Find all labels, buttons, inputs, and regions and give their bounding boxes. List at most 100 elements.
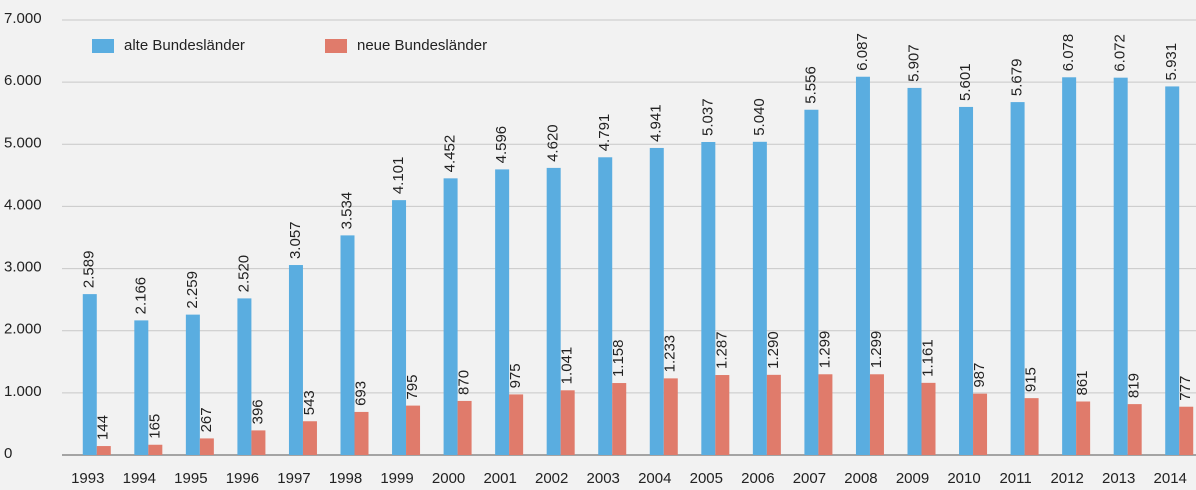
- bar: [1113, 77, 1128, 455]
- bar: [560, 390, 575, 455]
- bar: [1165, 86, 1180, 455]
- bar: [907, 87, 922, 455]
- value-label: 5.931: [1163, 43, 1180, 81]
- y-tick-label: 5.000: [4, 134, 42, 151]
- x-tick-label: 2001: [483, 470, 516, 487]
- y-tick-label: 1.000: [4, 383, 42, 400]
- bar: [1127, 404, 1142, 455]
- bar: [199, 438, 214, 455]
- bar: [701, 141, 716, 455]
- value-label: 6.087: [854, 33, 871, 71]
- value-label: 2.259: [184, 271, 201, 309]
- value-label: 4.101: [390, 157, 407, 195]
- bar: [598, 157, 613, 456]
- value-label: 870: [456, 370, 473, 395]
- y-tick-label: 4.000: [4, 196, 42, 213]
- x-tick-label: 2014: [1154, 470, 1187, 487]
- value-label: 1.290: [765, 331, 782, 369]
- y-tick-label: 7.000: [4, 10, 42, 27]
- value-label: 987: [971, 363, 988, 388]
- value-label: 1.161: [919, 339, 936, 377]
- value-label: 6.072: [1112, 34, 1129, 72]
- value-label: 1.299: [868, 331, 885, 369]
- value-label: 2.589: [81, 251, 98, 289]
- x-tick-label: 2013: [1102, 470, 1135, 487]
- value-label: 144: [95, 415, 112, 440]
- bar: [663, 378, 678, 455]
- bar: [1010, 102, 1025, 456]
- bar: [766, 374, 781, 455]
- bar: [715, 375, 730, 455]
- bar: [649, 147, 664, 455]
- value-label: 267: [198, 407, 215, 432]
- value-label: 2.520: [235, 255, 252, 293]
- value-label: 1.233: [662, 335, 679, 373]
- value-label: 396: [249, 399, 266, 424]
- x-tick-label: 2011: [999, 470, 1031, 487]
- x-tick-label: 2002: [535, 470, 568, 487]
- value-label: 915: [1023, 367, 1040, 392]
- x-tick-label: 2012: [1050, 470, 1083, 487]
- x-tick-label: 1993: [71, 470, 104, 487]
- bar: [443, 178, 458, 455]
- y-tick-label: 3.000: [4, 259, 42, 276]
- x-tick-label: 2003: [587, 470, 620, 487]
- bar: [959, 106, 974, 455]
- bar: [457, 400, 472, 455]
- bar: [406, 405, 421, 455]
- bar: [354, 411, 369, 455]
- value-label: 165: [146, 414, 163, 439]
- legend-swatch: [92, 39, 114, 53]
- value-label: 819: [1126, 373, 1143, 398]
- bar: [148, 444, 163, 455]
- x-tick-label: 2005: [690, 470, 723, 487]
- value-label: 795: [404, 375, 421, 400]
- bar: [237, 298, 252, 455]
- value-label: 5.601: [957, 63, 974, 101]
- value-label: 1.041: [559, 347, 576, 385]
- value-label: 4.620: [545, 124, 562, 162]
- bar: [134, 320, 149, 455]
- x-tick-label: 2006: [741, 470, 774, 487]
- bar: [96, 446, 111, 455]
- x-tick-label: 2000: [432, 470, 465, 487]
- bar: [251, 430, 266, 455]
- bar: [855, 76, 870, 456]
- x-tick-label: 1999: [380, 470, 413, 487]
- bar: [288, 265, 303, 455]
- bar: [302, 421, 317, 455]
- x-tick-label: 2010: [947, 470, 980, 487]
- x-tick-label: 1995: [174, 470, 207, 487]
- bar: [185, 314, 200, 455]
- x-tick-label: 1997: [277, 470, 310, 487]
- value-label: 693: [352, 381, 369, 406]
- value-label: 1.299: [816, 331, 833, 369]
- bar: [921, 382, 936, 455]
- bar: [340, 235, 355, 455]
- value-label: 4.596: [493, 126, 510, 164]
- bar: [1076, 401, 1091, 455]
- value-label: 5.907: [905, 44, 922, 82]
- x-tick-label: 1998: [329, 470, 362, 487]
- bar: [495, 169, 510, 456]
- y-tick-label: 2.000: [4, 321, 42, 338]
- value-label: 861: [1074, 370, 1091, 395]
- value-label: 3.057: [287, 221, 304, 259]
- value-label: 5.679: [1009, 59, 1026, 97]
- bar: [1179, 406, 1194, 455]
- value-label: 4.791: [596, 114, 613, 152]
- bar: [869, 374, 884, 455]
- legend-label: alte Bundesländer: [124, 37, 245, 54]
- value-label: 777: [1177, 376, 1194, 401]
- bar: [82, 294, 97, 455]
- value-label: 5.040: [751, 98, 768, 136]
- value-label: 975: [507, 363, 524, 388]
- value-label: 1.287: [713, 331, 730, 369]
- value-label: 1.158: [610, 339, 627, 377]
- value-label: 543: [301, 390, 318, 415]
- x-tick-label: 2004: [638, 470, 671, 487]
- legend-swatch: [325, 39, 347, 53]
- value-label: 6.078: [1060, 34, 1077, 72]
- bar: [1024, 398, 1039, 455]
